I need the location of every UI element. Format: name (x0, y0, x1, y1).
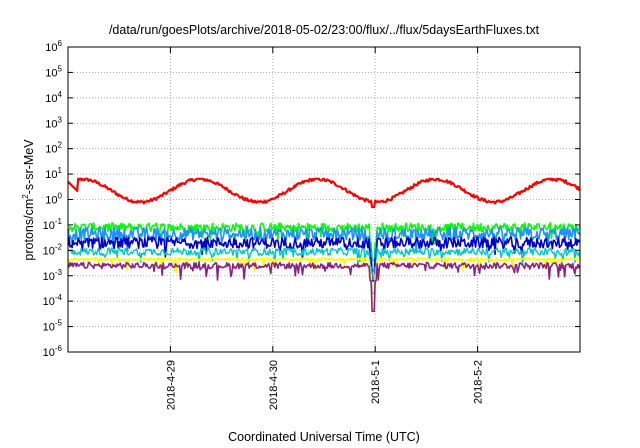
x-tick-label: 2018-5-1 (370, 360, 382, 404)
chart-title: /data/run/goesPlots/archive/2018-05-02/2… (109, 23, 540, 37)
y-tick-label: 10-1 (43, 217, 63, 232)
series-line-0 (67, 177, 581, 209)
x-axis-label: Coordinated Universal Time (UTC) (228, 430, 420, 444)
y-tick-label: 10-6 (43, 344, 63, 359)
y-tick-label: 105 (45, 64, 62, 79)
series-line-6 (67, 261, 581, 313)
series-line-2 (67, 226, 581, 272)
y-axis-label-post: -s-sr-MeV (22, 139, 36, 195)
x-tick-label: 2018-4-29 (165, 360, 177, 410)
y-axis-label-pre: protons/cm (22, 199, 36, 261)
y-tick-label: 10-4 (43, 293, 63, 308)
y-tick-label: 102 (45, 141, 62, 156)
y-tick-label: 10-2 (43, 242, 63, 257)
y-axis-label: protons/cm2-s-sr-MeV (21, 139, 36, 261)
series-group (67, 177, 581, 313)
x-axis: 2018-4-29 2018-4-30 2018-5-1 2018-5-2 (165, 47, 485, 410)
series-line-3 (67, 236, 581, 282)
grid (68, 47, 580, 352)
y-tick-label: 100 (45, 192, 62, 207)
y-axis-label-sup: 2 (21, 194, 30, 199)
y-tick-label: 10-5 (43, 319, 63, 334)
y-tick-label: 106 (45, 39, 62, 54)
series-line-4 (67, 247, 581, 295)
y-axis: 10-6 10-5 10-4 10-3 10-2 10-1 100 101 102 103 104 1… (43, 39, 580, 359)
y-tick-label: 10-3 (43, 268, 63, 283)
y-tick-label: 103 (45, 115, 62, 130)
x-tick-label: 2018-5-2 (473, 360, 485, 404)
y-tick-label: 104 (45, 90, 62, 105)
y-tick-label: 101 (45, 166, 62, 181)
series-line-1 (67, 222, 581, 262)
x-tick-label: 2018-4-30 (268, 360, 280, 410)
